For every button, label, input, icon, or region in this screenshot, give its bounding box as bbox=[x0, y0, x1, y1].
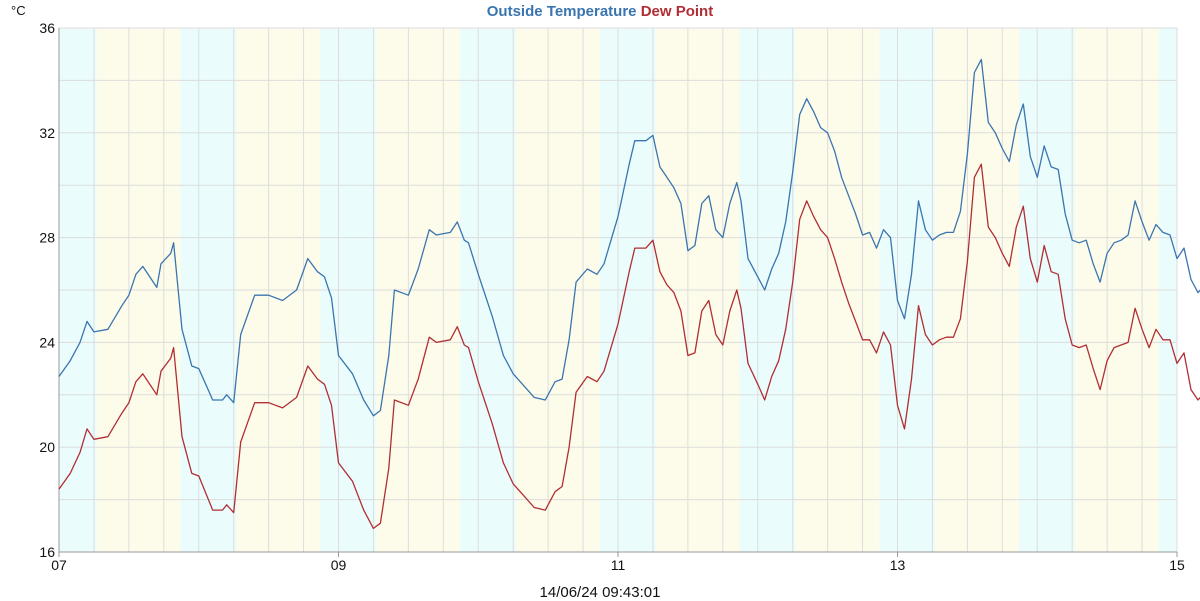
y-tick-label: 32 bbox=[39, 125, 55, 141]
chart-legend: Outside Temperature Dew Point bbox=[0, 3, 1200, 20]
x-tick-label: 13 bbox=[890, 557, 906, 573]
temperature-line bbox=[58, 58, 1200, 417]
y-tick-label: 36 bbox=[39, 20, 55, 36]
x-tick-label: 15 bbox=[1169, 557, 1185, 573]
y-axis-unit-label: °C bbox=[11, 3, 26, 18]
legend-dewpoint: Dew Point bbox=[640, 3, 714, 20]
y-tick-label: 24 bbox=[39, 334, 55, 350]
y-tick-label: 28 bbox=[39, 230, 55, 246]
timestamp-label: 14/06/24 09:43:01 bbox=[539, 584, 661, 601]
dewpoint-line bbox=[58, 163, 1200, 530]
y-tick-label: 20 bbox=[39, 439, 55, 455]
axes: 16 20 24 28 32 36 07 09 11 13 15 bbox=[39, 20, 1185, 573]
legend-temperature: Outside Temperature bbox=[486, 3, 637, 20]
x-tick-label: 09 bbox=[331, 557, 347, 573]
y-tick-label: 16 bbox=[39, 544, 55, 560]
data-series bbox=[58, 58, 1200, 530]
x-tick-label: 11 bbox=[611, 557, 626, 573]
x-tick-label: 07 bbox=[51, 557, 67, 573]
gridlines bbox=[58, 27, 1178, 553]
